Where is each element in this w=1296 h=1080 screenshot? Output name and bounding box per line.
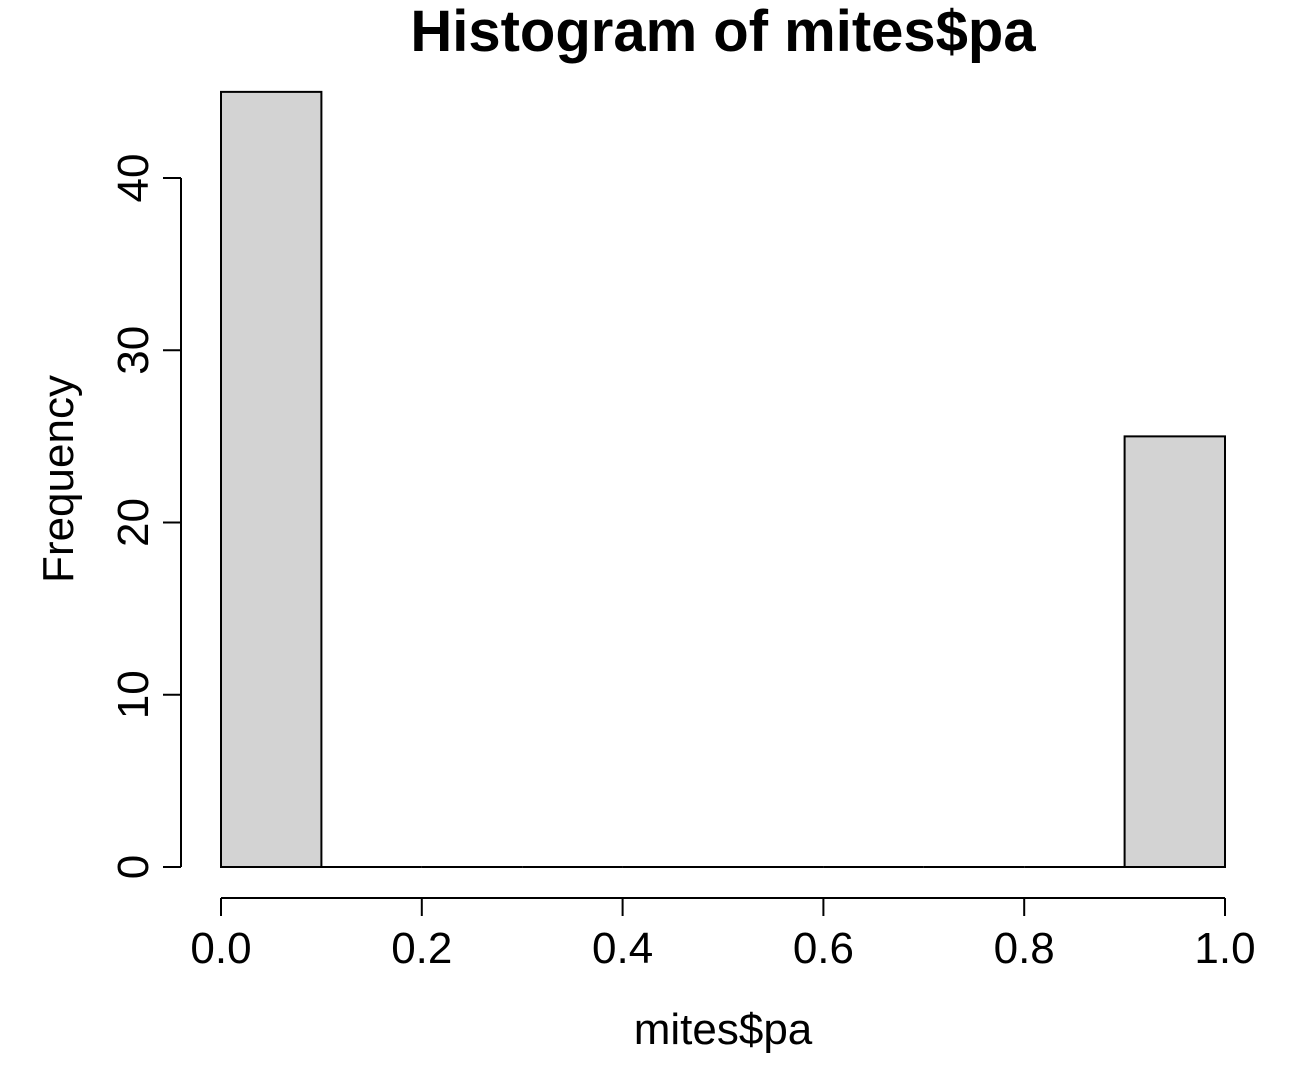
chart-title: Histogram of mites$pa xyxy=(410,0,1036,64)
y-tick-label: 30 xyxy=(109,326,158,375)
x-tick-label: 1.0 xyxy=(1194,924,1255,973)
y-axis: 0 10 20 30 40 xyxy=(109,154,182,879)
x-tick-label: 0.2 xyxy=(391,924,452,973)
y-tick-label: 0 xyxy=(109,855,158,879)
histogram-bar xyxy=(220,90,323,868)
x-tick-label: 0.0 xyxy=(190,924,251,973)
histogram-bar xyxy=(1123,435,1226,868)
x-axis: 0.0 0.2 0.4 0.6 0.8 1.0 xyxy=(190,897,1256,973)
x-tick-label: 0.4 xyxy=(592,924,653,973)
bars-layer xyxy=(220,90,1226,868)
y-tick-label: 10 xyxy=(109,670,158,719)
y-axis-label: Frequency xyxy=(34,375,83,583)
x-tick-label: 0.6 xyxy=(793,924,854,973)
y-tick-label: 40 xyxy=(109,154,158,203)
x-tick-label: 0.8 xyxy=(994,924,1055,973)
y-tick-label: 20 xyxy=(109,498,158,547)
x-axis-label: mites$pa xyxy=(634,1005,813,1054)
